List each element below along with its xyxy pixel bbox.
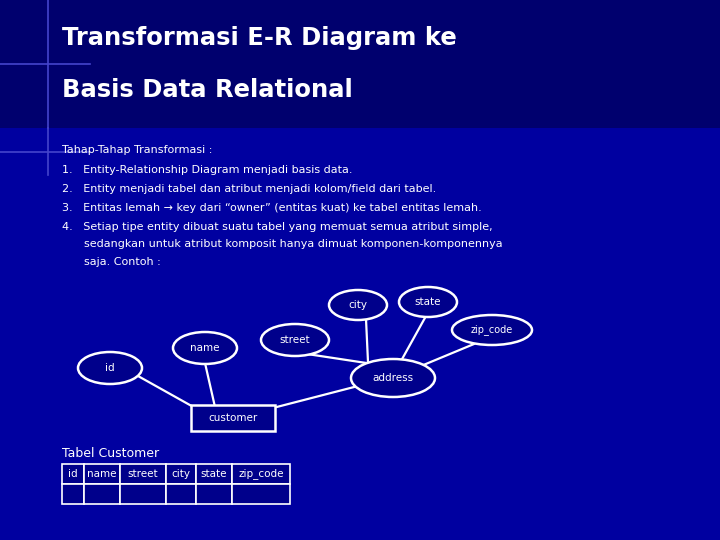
Text: sedangkan untuk atribut komposit hanya dimuat komponen-komponennya: sedangkan untuk atribut komposit hanya d… <box>84 239 503 249</box>
FancyBboxPatch shape <box>0 128 720 540</box>
FancyBboxPatch shape <box>191 405 275 431</box>
Text: state: state <box>201 469 228 479</box>
FancyBboxPatch shape <box>0 0 720 128</box>
Ellipse shape <box>261 324 329 356</box>
FancyBboxPatch shape <box>62 464 84 484</box>
Text: street: street <box>127 469 158 479</box>
Text: 4.   Setiap tipe entity dibuat suatu tabel yang memuat semua atribut simple,: 4. Setiap tipe entity dibuat suatu tabel… <box>62 222 492 232</box>
Text: Tahap-Tahap Transformasi :: Tahap-Tahap Transformasi : <box>62 145 212 155</box>
Text: saja. Contoh :: saja. Contoh : <box>84 256 161 267</box>
Text: id: id <box>68 469 78 479</box>
Text: 2.   Entity menjadi tabel dan atribut menjadi kolom/field dari tabel.: 2. Entity menjadi tabel dan atribut menj… <box>62 184 436 194</box>
Text: zip_code: zip_code <box>238 469 284 480</box>
FancyBboxPatch shape <box>196 464 232 484</box>
FancyBboxPatch shape <box>120 484 166 504</box>
Text: 3.   Entitas lemah → key dari “owner” (entitas kuat) ke tabel entitas lemah.: 3. Entitas lemah → key dari “owner” (ent… <box>62 203 482 213</box>
Ellipse shape <box>399 287 457 317</box>
Ellipse shape <box>78 352 142 384</box>
FancyBboxPatch shape <box>120 464 166 484</box>
Text: Tabel Customer: Tabel Customer <box>62 447 159 460</box>
Text: name: name <box>87 469 117 479</box>
FancyBboxPatch shape <box>84 484 120 504</box>
FancyBboxPatch shape <box>62 484 84 504</box>
Text: 1.   Entity-Relationship Diagram menjadi basis data.: 1. Entity-Relationship Diagram menjadi b… <box>62 165 353 176</box>
Text: street: street <box>279 335 310 345</box>
FancyBboxPatch shape <box>232 464 290 484</box>
Text: state: state <box>415 297 441 307</box>
Text: address: address <box>372 373 413 383</box>
Text: Transformasi E-R Diagram ke: Transformasi E-R Diagram ke <box>62 26 456 50</box>
Text: city: city <box>171 469 191 479</box>
Text: id: id <box>105 363 114 373</box>
Ellipse shape <box>173 332 237 364</box>
Ellipse shape <box>452 315 532 345</box>
FancyBboxPatch shape <box>232 484 290 504</box>
Text: name: name <box>190 343 220 353</box>
Text: Basis Data Relational: Basis Data Relational <box>62 78 353 102</box>
Text: customer: customer <box>208 413 258 423</box>
FancyBboxPatch shape <box>166 484 196 504</box>
FancyBboxPatch shape <box>196 484 232 504</box>
Ellipse shape <box>351 359 435 397</box>
FancyBboxPatch shape <box>84 464 120 484</box>
Text: zip_code: zip_code <box>471 325 513 335</box>
Ellipse shape <box>329 290 387 320</box>
FancyBboxPatch shape <box>166 464 196 484</box>
Text: city: city <box>348 300 367 310</box>
